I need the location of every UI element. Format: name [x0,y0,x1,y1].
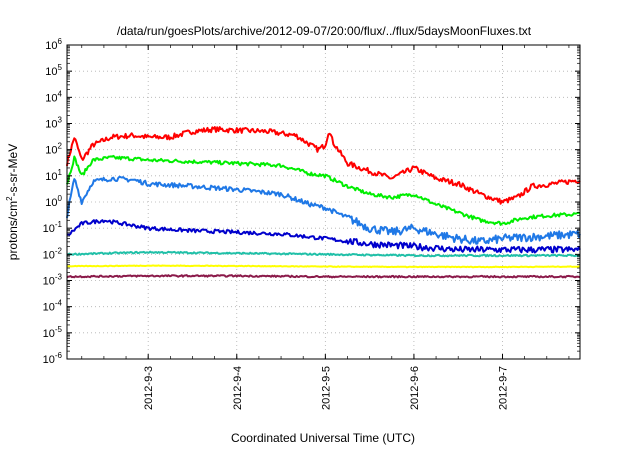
y-tick-label: 105 [45,63,62,78]
y-axis: 10-6 10-5 10-4 10-3 10-2 10-1 100 101 102 103 104 1… [43,37,580,366]
series-line-5 [66,250,581,258]
series-line-6 [66,264,581,269]
chart-title: /data/run/goesPlots/archive/2012-09-07/2… [117,24,532,38]
y-axis-label-rest: -s-sr-MeV [6,144,20,197]
x-tick-label: 2012-9-4 [232,366,244,410]
y-tick-label: 10-5 [43,325,63,340]
y-tick-label: 106 [45,37,62,52]
y-axis-label-sup: 2 [5,196,14,201]
series-line-7 [66,274,581,279]
y-axis-label-base: protons/cm [6,201,20,260]
y-tick-label: 10-4 [43,299,63,314]
y-tick-label: 10-1 [43,220,63,235]
x-axis: 2012-9-3 2012-9-4 2012-9-5 2012-9-6 2012-9-7 [81,45,570,410]
series-line-4 [66,219,581,254]
series-line-3 [66,175,581,245]
y-tick-label: 101 [45,168,62,183]
y-tick-label: 103 [45,116,62,131]
y-tick-label: 102 [45,142,62,157]
y-tick-label: 10-6 [43,351,63,366]
series-line-1 [66,126,581,205]
x-tick-label: 2012-9-6 [409,366,421,410]
y-tick-label: 104 [45,89,62,104]
y-tick-label: 10-2 [43,246,63,261]
x-tick-label: 2012-9-3 [143,366,155,410]
y-tick-label: 100 [45,194,62,209]
y-axis-label: protons/cm2-s-sr-MeV [5,144,20,260]
x-tick-label: 2012-9-7 [497,366,509,410]
y-tick-label: 10-3 [43,273,63,288]
x-axis-label: Coordinated Universal Time (UTC) [231,431,415,445]
series-line-2 [66,154,581,226]
series-group [66,126,581,279]
x-tick-label: 2012-9-5 [320,366,332,410]
